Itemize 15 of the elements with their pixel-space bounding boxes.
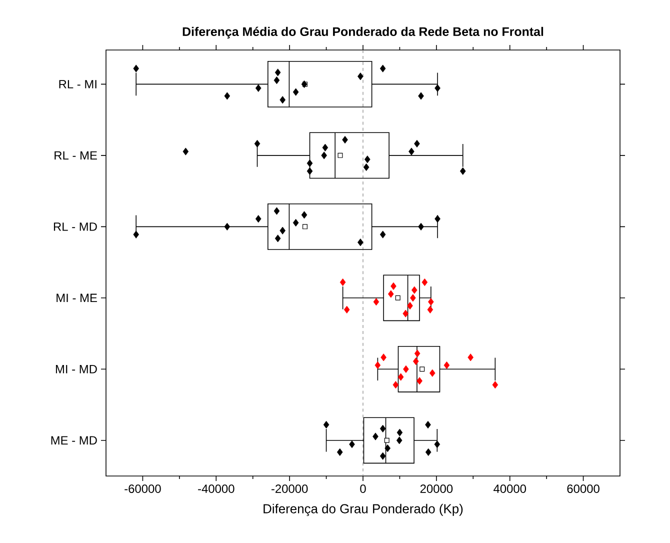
x-tick-label: -20000 — [271, 484, 308, 493]
y-tick-label: ME - MD — [51, 436, 97, 444]
y-tick-label: MI - ME — [56, 294, 97, 302]
x-tick-label: 60000 — [567, 484, 600, 493]
x-tick-label: 40000 — [494, 484, 526, 493]
x-tick-label: -40000 — [198, 484, 234, 493]
x-tick-label: 0 — [360, 484, 366, 493]
y-tick-label: MI - MD — [56, 365, 97, 374]
x-axis-title: Diferença do Grau Ponderado (Kp) — [264, 504, 463, 516]
chart-title: Diferença Média do Grau Ponderado da Rede Beta no Frontal — [182, 26, 544, 38]
x-tick-label: -60000 — [124, 484, 161, 493]
y-tick-label: RL - ME — [54, 151, 97, 160]
y-tick-label: RL - MI — [59, 80, 96, 88]
y-tick-label: RL - MD — [54, 222, 97, 231]
x-tick-label: 20000 — [420, 484, 453, 493]
